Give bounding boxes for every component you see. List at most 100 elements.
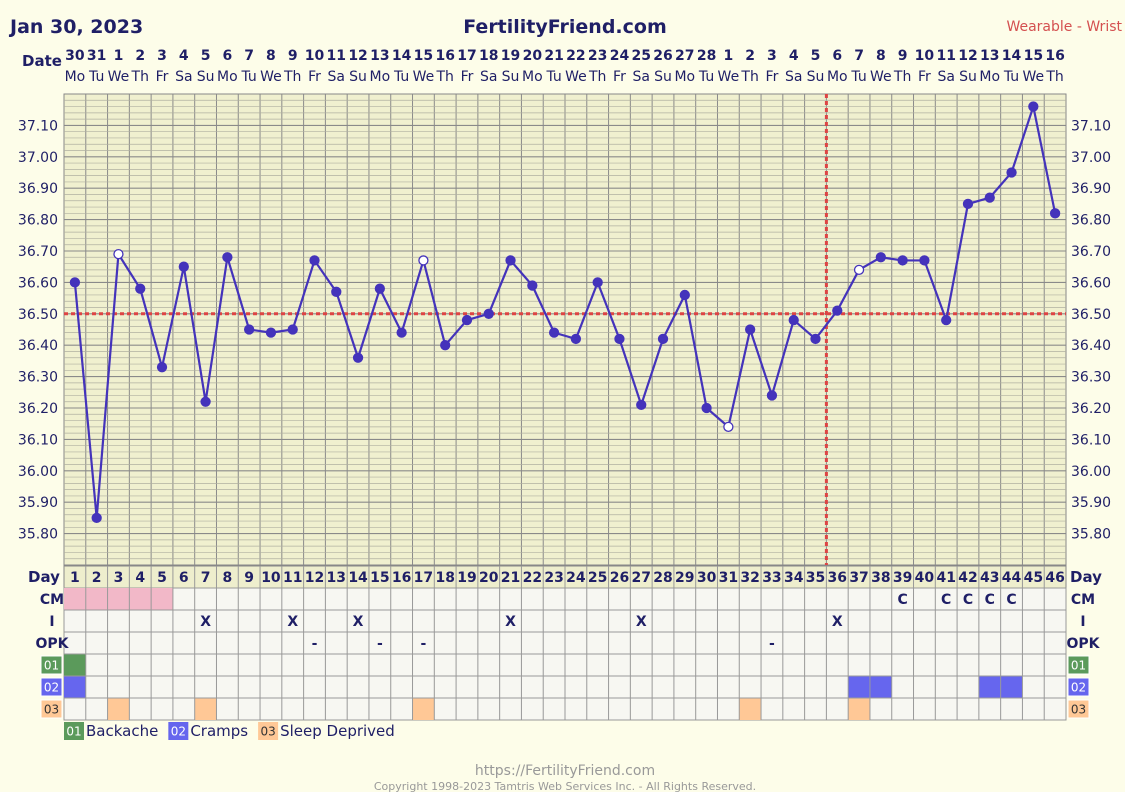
cycle-day: 10 xyxy=(261,570,281,586)
legend-code: 03 xyxy=(260,725,275,739)
weekday-label: Fr xyxy=(461,69,474,85)
y-tick-label-left: 36.50 xyxy=(18,307,58,323)
cycle-day: 29 xyxy=(675,570,694,586)
cycle-day: 16 xyxy=(392,570,411,586)
legend-code: 01 xyxy=(66,725,81,739)
symptom-03-cell xyxy=(194,698,217,720)
cm-entry: C xyxy=(941,592,951,608)
temperature-point xyxy=(440,340,451,351)
date-number: 6 xyxy=(222,48,232,64)
symptom-badge-left xyxy=(40,677,63,697)
weekday-label: Fr xyxy=(918,69,931,85)
temperature-point xyxy=(287,324,298,335)
symptom-badge-right xyxy=(1067,699,1090,719)
cycle-day: 15 xyxy=(370,570,389,586)
weekday-label: We xyxy=(413,69,435,85)
y-tick-label-right: 36.60 xyxy=(1071,275,1111,291)
day-row-label: Day xyxy=(28,568,60,586)
weekday-label: Tu xyxy=(240,69,256,85)
i-row-label: I xyxy=(49,614,54,630)
symptom-02-cell xyxy=(64,676,86,698)
date-number: 10 xyxy=(915,48,935,64)
date-number: 14 xyxy=(392,48,412,64)
date-number: 13 xyxy=(980,48,999,64)
weekday-label: We xyxy=(870,69,892,85)
temperature-point xyxy=(1006,167,1017,178)
cycle-day: 35 xyxy=(806,570,825,586)
temperature-point xyxy=(853,264,865,275)
weekday-label: We xyxy=(565,69,587,85)
weekday-label: Fr xyxy=(613,69,626,85)
temperature-point xyxy=(657,333,669,345)
weekday-label: Th xyxy=(588,69,606,85)
weekday-label: Tu xyxy=(698,69,714,85)
date-number: 15 xyxy=(414,48,433,64)
temperature-point xyxy=(766,390,778,401)
weekday-label: Sa xyxy=(328,69,345,85)
cycle-day: 33 xyxy=(762,570,781,586)
i-entry: X xyxy=(505,614,516,630)
temperature-point xyxy=(897,255,908,266)
weekday-label: Th xyxy=(283,69,301,85)
weekday-label: Tu xyxy=(393,69,409,85)
cycle-day: 44 xyxy=(1002,570,1022,586)
symptom-02-cell xyxy=(978,676,1001,698)
date-number: 5 xyxy=(201,48,211,64)
temperature-point xyxy=(919,255,930,266)
date-number: 17 xyxy=(457,48,476,64)
cycle-day: 30 xyxy=(697,570,717,586)
date-number: 1 xyxy=(114,48,124,64)
y-tick-label-right: 36.00 xyxy=(1071,464,1111,480)
chart-body: 30 31 1 2 3 4 5 6 7 8 9 10 11 12 13 14 15 16 17 18 19 20 21 22 2… xyxy=(18,48,1111,740)
date-number: 30 xyxy=(65,48,85,64)
y-tick-label-left: 36.60 xyxy=(18,275,58,291)
i-entry: X xyxy=(832,614,843,630)
temperature-point xyxy=(135,283,146,294)
date-number: 16 xyxy=(1045,48,1064,64)
symptom-code-right: 02 xyxy=(1071,681,1086,695)
weekday-label: We xyxy=(718,69,740,85)
y-tick-label-left: 35.90 xyxy=(18,495,58,511)
cycle-day: 9 xyxy=(244,570,254,586)
footer-url[interactable]: https://FertilityFriend.com xyxy=(475,763,655,779)
date-number: 20 xyxy=(523,48,543,64)
cycle-day: 42 xyxy=(958,570,977,586)
i-entry: X xyxy=(353,614,364,630)
weekday-label: Su xyxy=(197,69,215,85)
y-tick-label-left: 36.90 xyxy=(18,181,58,197)
y-tick-label-left: 36.40 xyxy=(18,338,58,354)
legend-badge xyxy=(258,722,279,740)
weekday-label: Su xyxy=(349,69,367,85)
legend-badge xyxy=(64,722,84,740)
date-number: 13 xyxy=(370,48,389,64)
temperature-point xyxy=(91,512,102,524)
date-number: 14 xyxy=(1002,48,1022,64)
weekday-label: Mo xyxy=(979,69,1000,85)
temperature-point xyxy=(309,255,320,266)
symptom-code-left: 02 xyxy=(44,681,59,695)
cycle-day: 3 xyxy=(114,570,124,586)
date-number: 2 xyxy=(135,48,145,64)
symptom-code-right: 03 xyxy=(1071,703,1086,717)
symptom-badge-right xyxy=(1067,677,1090,697)
cycle-day: 38 xyxy=(871,570,890,586)
temperature-point xyxy=(222,252,233,263)
date-number: 26 xyxy=(653,48,672,64)
y-tick-label-right: 36.20 xyxy=(1071,401,1111,417)
weekday-label: Th xyxy=(740,69,758,85)
weekday-label: Su xyxy=(807,69,825,85)
temperature-point xyxy=(331,286,342,297)
temperature-point xyxy=(788,314,799,326)
weekday-label: We xyxy=(1023,69,1045,85)
temperature-point xyxy=(418,255,429,266)
date-number: 25 xyxy=(631,48,650,64)
date-number: 8 xyxy=(876,48,886,64)
cycle-day: 11 xyxy=(283,570,302,586)
weekday-label: We xyxy=(108,69,130,85)
y-tick-label-left: 36.10 xyxy=(18,432,58,448)
date-number: 7 xyxy=(244,48,254,64)
temperature-point xyxy=(113,248,124,260)
cycle-day: 27 xyxy=(631,570,650,586)
